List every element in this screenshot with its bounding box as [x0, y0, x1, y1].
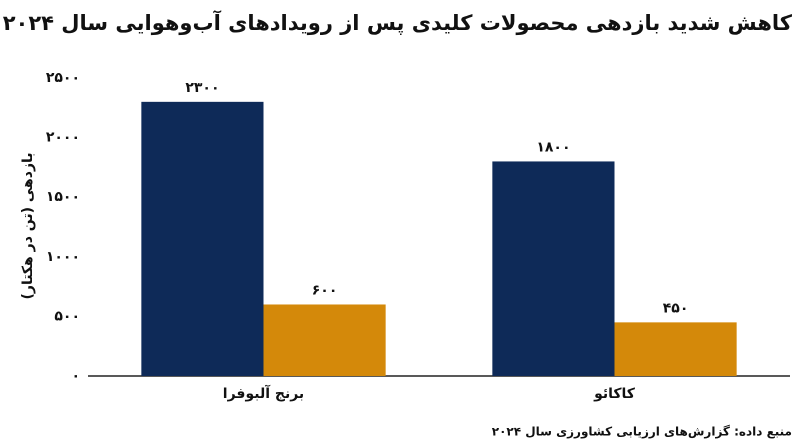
y-tick-label: ۱۵۰۰ [46, 189, 80, 205]
y-tick-label: ۲۰۰۰ [46, 130, 80, 146]
y-tick-label: ۵۰۰ [54, 308, 80, 324]
y-tick-label: ۲۵۰۰ [46, 70, 80, 86]
value-label: ۱۸۰۰ [536, 139, 570, 155]
x-tick-label: برنج آلبوفرا [223, 384, 304, 402]
bar [263, 304, 386, 376]
value-label: ۴۵۰ [663, 300, 689, 316]
value-label: ۲۳۰۰ [185, 80, 219, 96]
value-label: ۶۰۰ [312, 282, 338, 298]
y-tick-label: ۰ [71, 368, 80, 384]
bar [614, 322, 737, 376]
y-tick-label: ۱۰۰۰ [46, 249, 80, 265]
bar [492, 161, 615, 376]
source-note: منبع داده: گزارش‌های ارزیابی کشاورزی سال… [492, 425, 792, 440]
x-tick-label: کاکائو [593, 386, 636, 402]
bar [141, 101, 264, 376]
y-axis-label: بازدهی (تن در هکتار) [20, 152, 36, 299]
chart-title: کاهش شدید بازدهی محصولات کلیدی پس از روی… [3, 10, 793, 35]
